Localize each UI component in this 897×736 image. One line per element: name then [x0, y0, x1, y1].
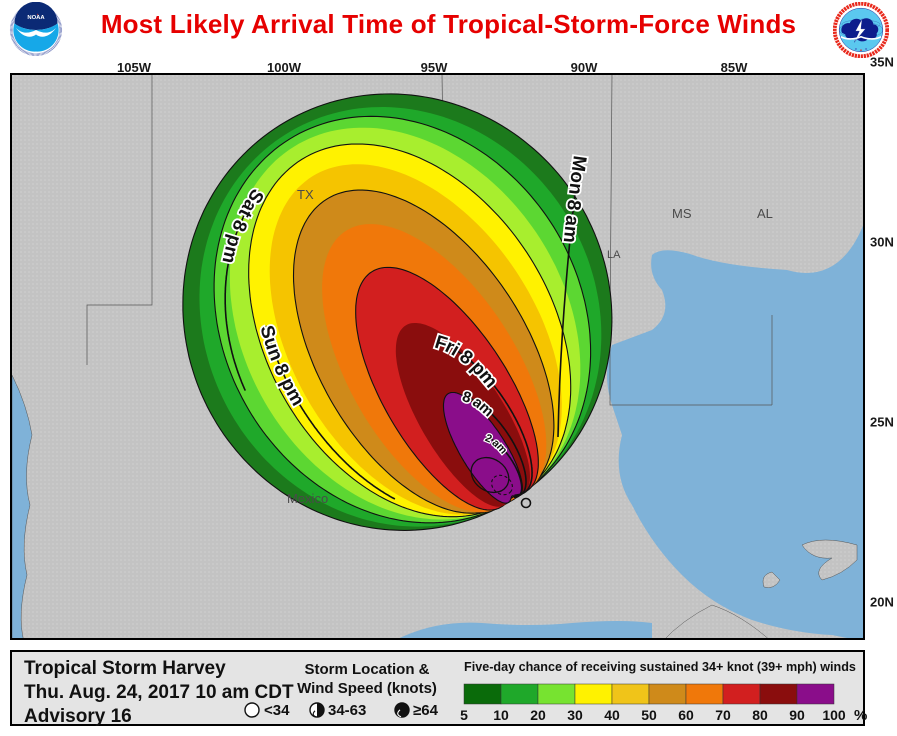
- svg-text:TX: TX: [297, 187, 314, 202]
- svg-text:40: 40: [604, 707, 620, 723]
- svg-text:70: 70: [715, 707, 731, 723]
- svg-text:LA: LA: [607, 249, 621, 261]
- svg-text:Thu. Aug. 24, 2017 10 am CDT: Thu. Aug. 24, 2017 10 am CDT: [24, 682, 294, 703]
- svg-text:Storm Location &: Storm Location &: [304, 661, 429, 678]
- svg-text:100: 100: [822, 707, 846, 723]
- svg-text:<34: <34: [264, 702, 290, 719]
- svg-text:60: 60: [678, 707, 694, 723]
- svg-text:Mexico: Mexico: [287, 491, 328, 506]
- svg-text:AL: AL: [757, 206, 773, 221]
- svg-text:Tropical Storm Harvey: Tropical Storm Harvey: [24, 658, 226, 679]
- svg-text:34-63: 34-63: [328, 702, 366, 719]
- svg-text:5: 5: [460, 707, 468, 723]
- svg-text:50: 50: [641, 707, 657, 723]
- svg-text:≥64: ≥64: [413, 702, 439, 719]
- svg-text:80: 80: [752, 707, 768, 723]
- svg-text:%: %: [854, 707, 867, 724]
- svg-text:90: 90: [789, 707, 805, 723]
- svg-text:NOAA: NOAA: [27, 15, 45, 21]
- svg-text:Wind Speed (knots): Wind Speed (knots): [297, 680, 437, 697]
- svg-text:20: 20: [530, 707, 546, 723]
- svg-text:Five-day chance of receiving s: Five-day chance of receiving sustained 3…: [464, 660, 856, 674]
- svg-text:MS: MS: [672, 206, 692, 221]
- svg-text:10: 10: [493, 707, 509, 723]
- svg-text:30: 30: [567, 707, 583, 723]
- svg-text:Advisory 16: Advisory 16: [24, 706, 132, 727]
